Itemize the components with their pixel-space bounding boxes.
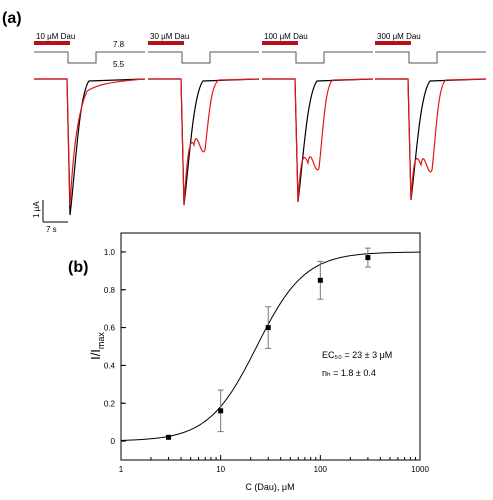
panel-b-label: (b)	[68, 259, 88, 276]
ph-protocol	[34, 51, 145, 64]
control-trace	[262, 78, 374, 203]
ph-protocol	[375, 51, 486, 64]
data-point	[166, 434, 172, 440]
ph-low-label: 5.5	[113, 60, 125, 69]
x-tick-label: 1	[119, 465, 124, 474]
application-bar	[262, 41, 298, 45]
y-tick-label: 0.2	[104, 399, 116, 408]
application-label: 100 μM Dau	[264, 32, 308, 41]
ph-protocol	[148, 51, 259, 64]
scale-time-label: 7 s	[46, 225, 57, 234]
control-trace	[375, 78, 487, 201]
x-tick-label: 1000	[411, 465, 429, 474]
drug-trace	[375, 78, 487, 201]
x-axis-ticks: 1 10 100 1000	[119, 455, 429, 474]
scale-current-label: 1 μA	[32, 201, 41, 218]
ec50-annotation: EC₅₀ = 23 ± 3 μM	[322, 350, 392, 360]
control-trace	[148, 78, 260, 206]
application-bar	[148, 41, 184, 45]
ph-high-label: 7.8	[113, 40, 125, 49]
application-bar	[34, 41, 70, 45]
drug-trace	[34, 78, 146, 206]
data-point	[265, 325, 271, 331]
nh-annotation: nₕ = 1.8 ± 0.4	[322, 368, 376, 378]
y-axis-title: I/Imax	[88, 332, 106, 360]
application-label: 10 μM Dau	[36, 32, 75, 41]
application-label: 30 μM Dau	[150, 32, 189, 41]
y-tick-label: 0	[111, 437, 116, 446]
y-tick-label: 0.6	[104, 324, 116, 333]
x-tick-label: 100	[314, 465, 328, 474]
panel-a-label: (a)	[2, 10, 22, 27]
drug-trace	[148, 78, 260, 206]
data-point	[317, 277, 323, 283]
y-tick-label: 1.0	[104, 248, 116, 257]
data-point	[365, 255, 371, 261]
y-tick-label: 0.8	[104, 286, 116, 295]
application-bar	[375, 41, 411, 45]
data-points	[166, 247, 371, 440]
plot-frame	[120, 232, 421, 461]
ph-protocol	[262, 51, 373, 64]
control-trace	[34, 78, 146, 216]
y-axis-ticks: 0 0.2 0.4 0.6 0.8 1.0	[104, 248, 126, 446]
drug-trace	[262, 78, 374, 203]
current-traces: 10 μM Dau 30 μM Dau 100 μM Dau 300 μM Dau	[34, 32, 487, 216]
hill-fit-curve	[120, 251, 421, 441]
application-label: 300 μM Dau	[377, 32, 421, 41]
y-tick-label: 0.4	[104, 361, 116, 370]
x-tick-label: 10	[216, 465, 225, 474]
x-axis-title: C (Dau), μM	[245, 482, 294, 492]
data-point	[218, 408, 224, 414]
